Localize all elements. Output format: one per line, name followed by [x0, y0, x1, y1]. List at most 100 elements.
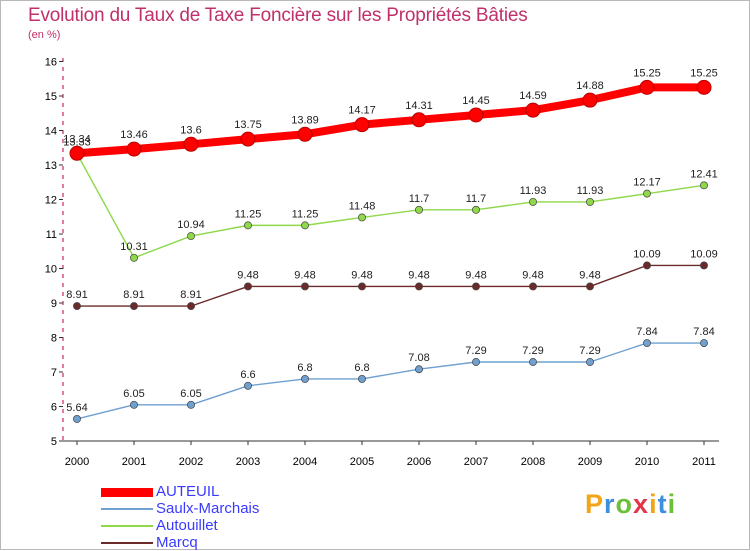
series-line-saulx-marchais: [76, 342, 705, 420]
data-label-marcq: 9.48: [579, 269, 600, 281]
x-tick-label: 2000: [65, 456, 89, 468]
logo-letter: r: [604, 489, 616, 519]
x-tick-label: 2009: [578, 456, 602, 468]
data-point-autouillet: [472, 205, 480, 214]
data-label-autouillet: 11.7: [466, 193, 487, 205]
data-point-saulx-marchais: [472, 358, 480, 366]
y-tick-label: 10: [45, 264, 57, 276]
data-point-marcq: [130, 302, 138, 311]
y-tick-label: 13: [45, 160, 57, 172]
data-point-autouillet: [187, 232, 195, 241]
legend-swatch: [101, 525, 153, 527]
series-line-marcq: [76, 264, 705, 307]
legend-label: Saulx-Marchais: [156, 500, 260, 517]
data-point-auteuil: [183, 136, 199, 152]
series-line-autouillet: [76, 152, 705, 259]
logo-letter: i: [667, 489, 677, 519]
x-tick-label: 2002: [179, 456, 203, 468]
data-label-marcq: 9.48: [465, 269, 486, 281]
data-label-auteuil: 14.88: [576, 80, 604, 92]
x-tick-label: 2010: [635, 456, 659, 468]
data-point-auteuil: [525, 102, 541, 118]
data-label-marcq: 8.91: [123, 289, 144, 301]
data-label-autouillet: 10.31: [120, 241, 148, 253]
data-label-auteuil: 13.6: [180, 124, 201, 136]
data-label-auteuil: 15.25: [633, 67, 661, 79]
data-point-saulx-marchais: [358, 374, 366, 383]
logo-letter: i: [649, 489, 658, 519]
legend-label: Autouillet: [156, 517, 218, 534]
y-tick-label: 14: [45, 126, 57, 138]
data-point-auteuil: [582, 92, 598, 108]
y-tick-label: 6: [51, 402, 57, 414]
unit-label: (en %): [28, 29, 61, 41]
data-point-auteuil: [639, 79, 655, 95]
x-tick-label: 2004: [293, 456, 317, 468]
data-point-marcq: [529, 282, 537, 291]
data-label-saulx-marchais: 7.29: [522, 345, 543, 357]
data-label-saulx-marchais: 6.05: [180, 388, 201, 400]
x-tick-label: 2005: [350, 456, 374, 468]
y-tick-label: 8: [51, 333, 57, 345]
data-point-marcq: [187, 302, 195, 311]
data-point-saulx-marchais: [301, 374, 309, 383]
data-point-marcq: [73, 302, 81, 311]
y-tick-label: 5: [51, 436, 57, 448]
data-point-autouillet: [415, 205, 423, 214]
data-point-saulx-marchais: [244, 381, 252, 390]
logo-letter: x: [633, 489, 650, 519]
data-label-autouillet: 10.94: [177, 219, 205, 231]
data-label-auteuil: 13.75: [234, 119, 262, 131]
y-tick-label: 7: [51, 367, 57, 379]
data-label-autouillet: 12.17: [633, 177, 661, 189]
data-point-autouillet: [130, 253, 138, 262]
logo-letter: o: [615, 489, 634, 519]
data-label-marcq: 10.09: [690, 248, 718, 260]
data-point-autouillet: [358, 213, 366, 222]
data-point-marcq: [586, 282, 594, 291]
x-tick-label: 2011: [692, 456, 716, 468]
data-point-auteuil: [696, 79, 712, 95]
data-point-marcq: [244, 282, 252, 291]
series-layer: [69, 79, 712, 423]
data-point-auteuil: [411, 112, 427, 128]
data-label-marcq: 9.48: [294, 269, 315, 281]
data-label-saulx-marchais: 7.29: [579, 345, 600, 357]
data-label-marcq: 9.48: [408, 269, 429, 281]
x-tick-label: 2001: [122, 456, 146, 468]
axes: 5 6 7 8 9 10 11 12 13 14 15 16 2000 2001 2002 2003 2004 2…: [45, 57, 719, 468]
x-tick-label: 2007: [464, 456, 488, 468]
data-label-saulx-marchais: 7.84: [636, 326, 657, 338]
data-label-auteuil: 14.45: [462, 95, 490, 107]
data-label-auteuil: 14.31: [405, 100, 433, 112]
data-label-autouillet: 11.7: [409, 193, 430, 205]
data-point-marcq: [358, 282, 366, 291]
data-label-auteuil: 13.89: [291, 114, 319, 126]
data-point-saulx-marchais: [130, 400, 138, 409]
data-point-auteuil: [297, 126, 313, 142]
data-point-saulx-marchais: [187, 400, 195, 409]
legend-label: Marcq: [156, 534, 198, 551]
chart-title: Evolution du Taux de Taxe Foncière sur l…: [28, 5, 528, 26]
proxiti-logo: Proxiti: [585, 489, 676, 520]
data-point-marcq: [415, 282, 423, 291]
data-label-marcq: 9.48: [237, 269, 258, 281]
data-label-saulx-marchais: 7.29: [465, 345, 486, 357]
data-label-autouillet: 11.93: [577, 185, 604, 197]
y-tick-label: 11: [46, 229, 57, 241]
data-label-marcq: 9.48: [522, 269, 543, 281]
data-label-auteuil: 13.34: [63, 133, 91, 145]
data-label-saulx-marchais: 7.08: [408, 352, 429, 364]
data-point-saulx-marchais: [586, 358, 594, 366]
x-tick-label: 2006: [407, 456, 431, 468]
data-label-autouillet: 11.48: [349, 200, 376, 212]
data-point-autouillet: [301, 221, 309, 230]
data-label-marcq: 9.48: [351, 269, 372, 281]
data-point-marcq: [643, 261, 651, 270]
data-label-auteuil: 13.46: [120, 129, 148, 141]
logo-letter: P: [585, 489, 605, 519]
data-label-saulx-marchais: 6.6: [240, 369, 255, 381]
data-point-autouillet: [244, 221, 252, 230]
